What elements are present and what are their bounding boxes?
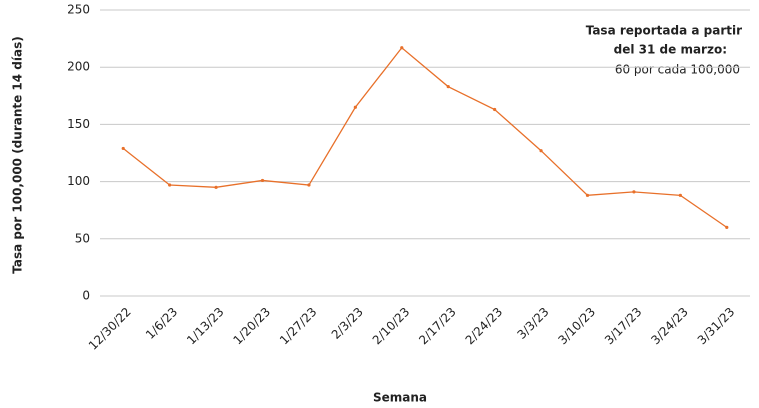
x-tick-label: 1/13/23 [184,305,227,348]
x-tick-label: 1/27/23 [277,305,320,348]
y-tick-label: 0 [82,289,90,303]
y-axis-label: Tasa por 100,000 (durante 14 días) [11,36,25,273]
point [260,178,265,183]
point [353,105,357,109]
x-tick-label: 2/3/23 [329,305,366,342]
point [307,183,311,187]
point [539,149,543,153]
x-axis-label: Semana [373,391,427,405]
point [632,190,636,194]
point [678,193,682,197]
x-tick-label: 1/20/23 [230,305,273,348]
x-tick-label: 3/31/23 [695,305,738,348]
point [168,183,172,187]
point [214,185,218,189]
y-tick-label: 50 [75,231,90,245]
annotation-text: 60 por cada 100,000 [615,63,740,77]
point [446,85,450,89]
x-tick-label: 2/10/23 [370,305,413,348]
x-tick-label: 3/24/23 [648,305,691,348]
point [121,146,125,151]
annotation-bold: Tasa reportada a partir [586,24,742,38]
x-tick-label: 3/3/23 [514,305,551,342]
x-tick-label: 2/24/23 [463,305,506,348]
x-tick-label: 12/30/22 [86,305,134,353]
x-tick-label: 3/17/23 [602,305,645,348]
point [493,107,497,112]
point [725,225,729,229]
line [122,46,728,228]
x-tick-label: 2/17/23 [416,305,459,348]
y-tick-label: 200 [67,60,90,74]
y-tick-label: 150 [67,117,90,131]
point [585,193,590,197]
y-tick-label: 250 [67,3,90,17]
annotation-bold: del 31 de marzo: [614,43,727,57]
point [400,46,404,50]
y-tick-label: 100 [67,174,90,188]
x-tick-label: 3/10/23 [555,305,598,348]
x-tick-label: 1/6/23 [143,305,180,342]
